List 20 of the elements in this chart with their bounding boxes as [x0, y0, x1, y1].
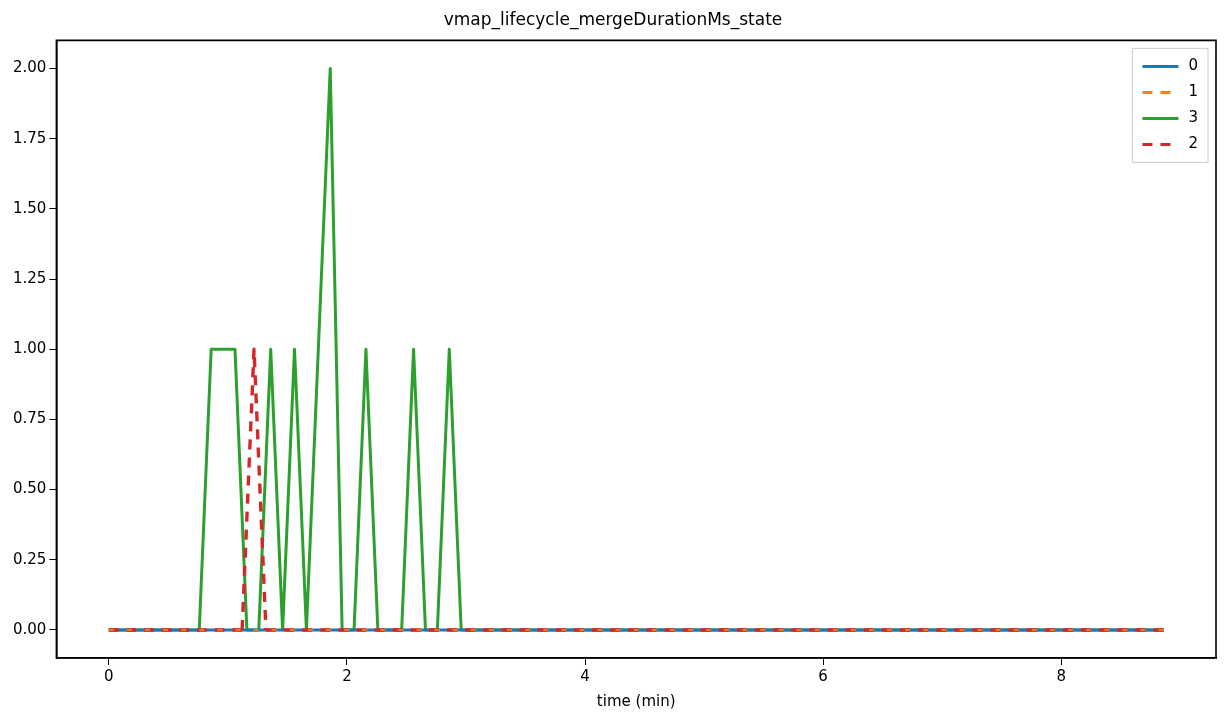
y-tick-label: 1.00	[12, 339, 47, 358]
y-tick-label: 1.75	[12, 128, 47, 147]
y-tick-label: 0.50	[12, 479, 47, 498]
legend-label: 3	[1188, 108, 1198, 127]
x-tick-label: 4	[580, 666, 590, 685]
y-tick-label: 0.75	[12, 409, 47, 428]
x-tick-label: 2	[342, 666, 352, 685]
legend-label: 0	[1188, 56, 1198, 75]
y-tick-label: 0.25	[12, 549, 47, 568]
chart-title: vmap_lifecycle_mergeDurationMs_state	[443, 8, 783, 30]
x-axis-title: time (min)	[596, 691, 676, 710]
x-tick-label: 8	[1056, 666, 1066, 685]
y-tick-label: 2.00	[12, 58, 47, 77]
legend-label: 2	[1188, 134, 1198, 153]
y-tick-label: 0.00	[12, 619, 47, 638]
x-tick-label: 0	[104, 666, 114, 685]
y-tick-label: 1.25	[12, 268, 47, 287]
legend-label: 1	[1188, 82, 1198, 101]
x-tick-label: 6	[818, 666, 828, 685]
y-tick-label: 1.50	[12, 198, 47, 217]
